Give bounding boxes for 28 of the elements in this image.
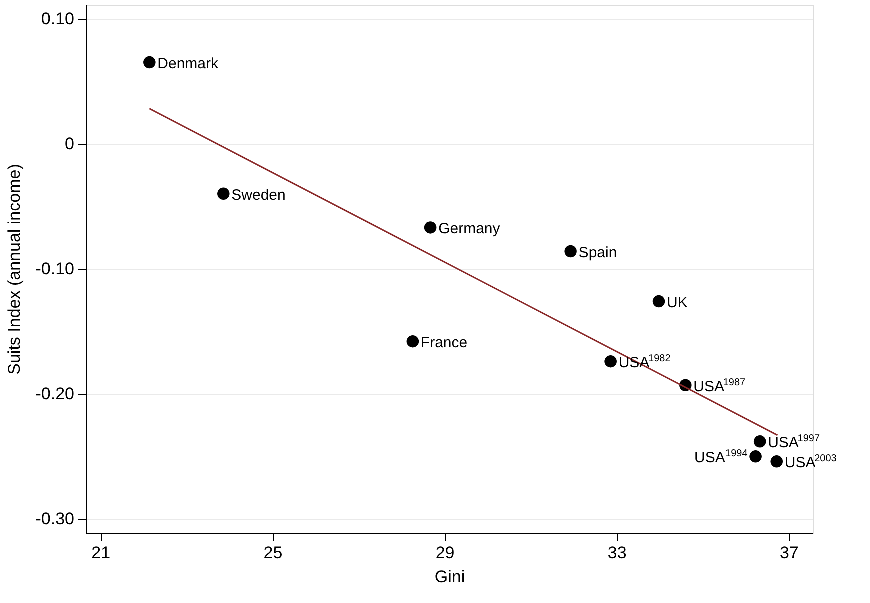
annotation: France bbox=[420, 334, 468, 352]
annotation: Sweden bbox=[232, 186, 286, 204]
x-tick-label: 37 bbox=[780, 544, 799, 562]
point bbox=[564, 245, 577, 258]
x-tick-label: 29 bbox=[436, 544, 455, 562]
point bbox=[754, 436, 766, 448]
point bbox=[770, 456, 783, 468]
annotation: Denmark bbox=[158, 56, 220, 73]
y-axis-title: Suits Index (annual income) bbox=[4, 164, 24, 375]
x-axis-title: Gini bbox=[434, 568, 466, 586]
point bbox=[406, 335, 420, 348]
y-tick-label: -0.20 bbox=[36, 384, 74, 404]
point bbox=[604, 355, 617, 368]
x-tick-label: 21 bbox=[92, 544, 111, 562]
point bbox=[144, 56, 156, 69]
y-tick-label: -0.30 bbox=[36, 510, 74, 529]
x-tick-label: 25 bbox=[264, 544, 283, 562]
x-tick-label: 33 bbox=[608, 544, 627, 562]
annotation: Germany bbox=[438, 220, 501, 238]
point bbox=[750, 450, 762, 463]
point bbox=[652, 295, 666, 308]
point bbox=[424, 222, 437, 234]
point bbox=[218, 188, 230, 200]
y-tick-label: 0 bbox=[65, 134, 74, 154]
y-tick-label: 0.10 bbox=[41, 9, 74, 28]
annotation: UK bbox=[666, 294, 688, 312]
y-tick-label: -0.10 bbox=[36, 260, 74, 278]
annotation: Spain bbox=[578, 244, 618, 262]
